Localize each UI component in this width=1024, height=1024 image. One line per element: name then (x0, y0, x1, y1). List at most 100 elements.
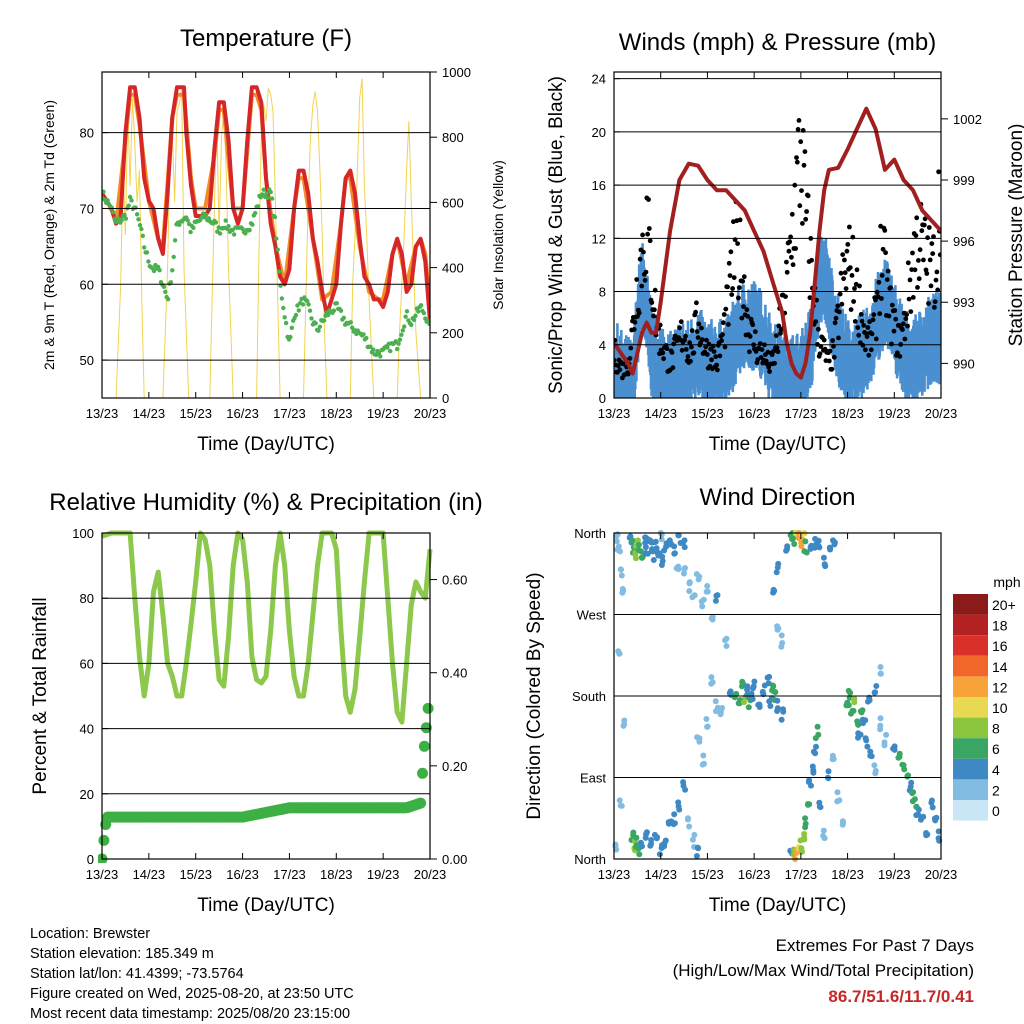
direction-point (764, 674, 771, 681)
gust-point (874, 289, 880, 295)
gust-point (704, 352, 710, 357)
gust-point (661, 356, 666, 362)
gust-point (885, 268, 891, 274)
direction-point (771, 688, 778, 695)
direction-point (812, 735, 819, 742)
x-tick-label: 14/23 (133, 406, 166, 421)
legend-swatch (953, 738, 988, 759)
direction-point (803, 549, 810, 556)
y2-tick-label: 0 (442, 391, 449, 406)
gust-point (745, 313, 751, 319)
y-tick-label: 12 (592, 231, 606, 246)
direction-point (745, 704, 752, 711)
gust-point (864, 334, 870, 339)
gust-point (736, 285, 742, 290)
gust-point (632, 319, 638, 325)
gust-point (907, 277, 913, 283)
y-tick-label: 80 (80, 126, 94, 141)
legend-label: 8 (992, 721, 1000, 737)
gust-point (861, 323, 867, 328)
y-tick-label: North (574, 852, 606, 867)
dewpoint-point (127, 194, 133, 200)
direction-point (771, 587, 778, 594)
dewpoint-point (203, 212, 209, 218)
dewpoint-point (317, 324, 323, 329)
gust-point (740, 278, 746, 284)
extremes-values: 86.7/51.6/11.7/0.41 (828, 987, 974, 1006)
dewpoint-point (264, 191, 269, 196)
dewpoint-point (427, 321, 430, 327)
gust-point (778, 330, 783, 336)
gust-point (817, 351, 823, 357)
direction-point (830, 537, 836, 544)
gust-point (847, 224, 852, 230)
dewpoint-point (296, 308, 301, 313)
y-tick-label: 70 (80, 201, 94, 216)
dewpoint-point (411, 317, 417, 323)
direction-point (805, 779, 812, 785)
gust-point (814, 297, 819, 303)
gust-point (876, 279, 882, 285)
direction-point (915, 806, 922, 813)
direction-point (712, 698, 719, 705)
direction-point (637, 548, 644, 555)
x-tick-label: 15/23 (691, 867, 724, 882)
direction-point (699, 603, 706, 610)
direction-point (821, 835, 828, 842)
y2-tick-label: 400 (442, 261, 464, 276)
gust-point (620, 361, 626, 367)
gust-point (847, 265, 853, 270)
dewpoint-point (274, 236, 279, 241)
gust-point (858, 312, 864, 317)
chart-title: Winds (mph) & Pressure (mb) (619, 29, 936, 56)
gust-point (932, 299, 938, 305)
legend-label: 12 (992, 679, 1008, 695)
gust-point (836, 335, 841, 341)
x-tick-label: 13/23 (86, 406, 119, 421)
direction-point (658, 562, 665, 568)
gust-point (677, 325, 682, 331)
gust-point (840, 252, 846, 257)
gust-point (687, 340, 693, 346)
direction-point (686, 580, 693, 587)
gust-point (736, 295, 741, 301)
direction-point (662, 837, 669, 844)
precip-point (417, 767, 428, 779)
gust-point (640, 232, 645, 238)
gust-point (699, 337, 705, 342)
legend-label: 2 (992, 782, 1000, 798)
dewpoint-point (289, 325, 294, 330)
direction-point (881, 739, 888, 746)
gust-point (678, 319, 684, 325)
footer-location: Location: Brewster (30, 926, 151, 942)
gust-point (793, 246, 798, 251)
gust-point (735, 241, 740, 247)
dewpoint-point (185, 218, 190, 223)
direction-point (651, 831, 658, 838)
legend-swatch (953, 800, 988, 821)
temp-2m-line (102, 85, 430, 323)
gust-point (873, 336, 879, 342)
y2-tick-label: 990 (953, 356, 975, 371)
gust-point (636, 310, 642, 316)
direction-point (703, 716, 710, 722)
direction-point (723, 643, 730, 649)
y-tick-label: South (572, 689, 606, 704)
gust-point (737, 217, 743, 223)
dewpoint-point (378, 354, 383, 359)
gust-point (796, 118, 802, 123)
gust-point (802, 149, 808, 155)
gust-point (916, 258, 921, 263)
direction-point (709, 679, 716, 686)
gust-point (917, 247, 923, 253)
gust-point (906, 296, 912, 302)
direction-point (693, 853, 700, 859)
dewpoint-point (313, 321, 318, 326)
dewpoint-point (102, 189, 106, 194)
gust-point (643, 269, 649, 275)
gust-point (893, 316, 899, 322)
gust-point (786, 248, 792, 254)
dewpoint-point (247, 227, 252, 233)
direction-point (783, 547, 790, 554)
direction-point (827, 545, 834, 552)
